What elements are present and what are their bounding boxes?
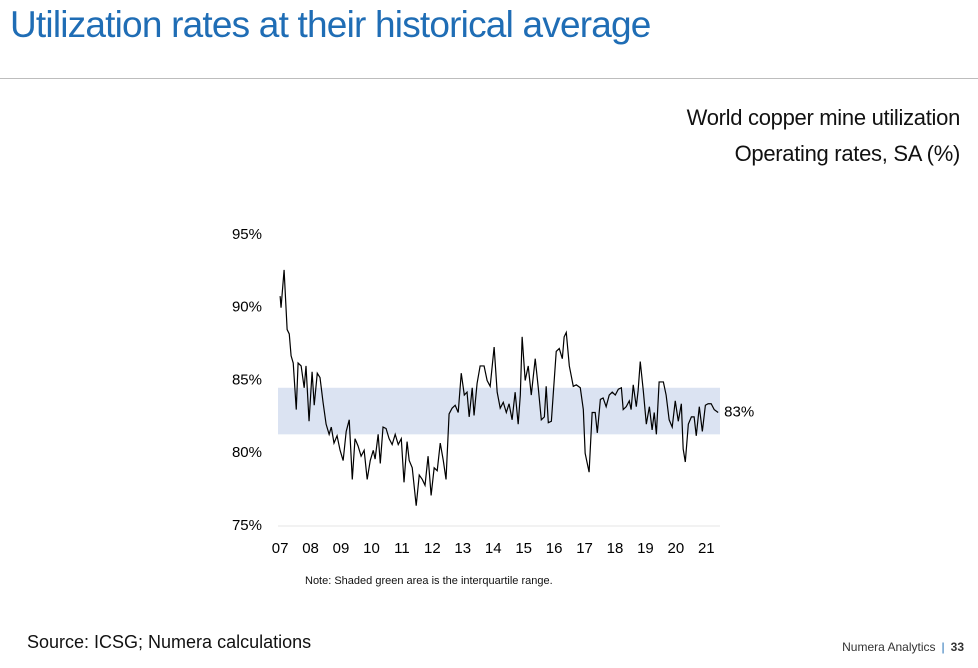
chart-title: World copper mine utilization [686, 105, 961, 130]
footer: Numera Analytics | 33 [842, 640, 964, 654]
x-tick-label: 09 [333, 540, 350, 557]
page-number: 33 [950, 640, 964, 654]
chart-subtitle: Operating rates, SA (%) [734, 141, 961, 166]
footer-brand: Numera Analytics [842, 640, 936, 654]
x-tick-label: 15 [515, 540, 532, 557]
x-tick-label: 21 [698, 540, 715, 557]
y-tick-label: 90% [232, 299, 262, 316]
x-tick-label: 20 [668, 540, 685, 557]
x-tick-label: 08 [302, 540, 319, 557]
series-line [279, 269, 719, 506]
x-tick-label: 16 [546, 540, 563, 557]
end-label: 83% [724, 403, 754, 420]
y-tick-label: 85% [232, 371, 262, 388]
x-tick-label: 11 [394, 540, 410, 557]
slide-title: Utilization rates at their historical av… [10, 4, 651, 45]
y-tick-label: 80% [232, 444, 262, 461]
x-tick-label: 17 [576, 540, 593, 557]
y-tick-label: 75% [232, 517, 262, 534]
x-tick-label: 10 [363, 540, 380, 557]
x-tick-label: 07 [272, 540, 289, 557]
interquartile-band [278, 387, 720, 435]
x-tick-label: 13 [454, 540, 471, 557]
x-tick-label: 14 [485, 540, 502, 557]
chart-note: Note: Shaded green area is the interquar… [305, 575, 553, 587]
header-rule [0, 78, 978, 79]
separator: | [941, 640, 945, 654]
y-tick-label: 95% [232, 226, 262, 243]
x-tick-label: 18 [607, 540, 624, 557]
x-tick-label: 12 [424, 540, 441, 557]
source: Source: ICSG; Numera calculations [27, 632, 312, 652]
x-tick-label: 19 [637, 540, 654, 557]
